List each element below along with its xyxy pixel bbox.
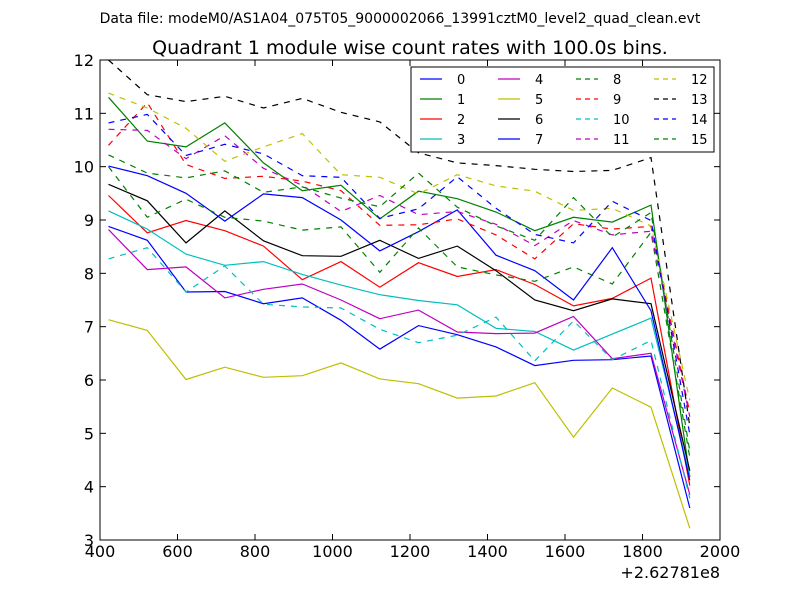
legend-label-9: 9 [613, 93, 621, 108]
series-line-2 [108, 195, 691, 486]
x-tick-label: 1200 [390, 542, 431, 561]
y-tick-label: 5 [84, 424, 94, 443]
y-tick-label: 11 [74, 104, 94, 123]
series-line-12 [108, 92, 691, 401]
series-line-10 [108, 247, 691, 499]
series-line-14 [108, 113, 691, 435]
x-tick-label: 800 [240, 542, 271, 561]
legend-label-11: 11 [613, 133, 630, 148]
series-line-13 [108, 60, 691, 427]
series-line-11 [108, 128, 691, 417]
series-line-0 [108, 225, 691, 509]
legend-label-6: 6 [535, 113, 543, 128]
legend-label-7: 7 [535, 133, 543, 148]
legend-label-0: 0 [457, 73, 465, 88]
series-line-1 [108, 96, 691, 478]
y-tick-label: 9 [84, 211, 94, 230]
x-tick-label: 400 [85, 542, 116, 561]
series-group [108, 60, 691, 529]
y-tick-label: 10 [74, 158, 94, 177]
x-tick-label: 1000 [312, 542, 353, 561]
legend-label-8: 8 [613, 73, 621, 88]
legend-label-13: 13 [691, 93, 708, 108]
legend-box [410, 66, 715, 153]
x-tick-label: 2000 [700, 542, 741, 561]
series-line-6 [108, 183, 691, 471]
y-tick-label: 7 [84, 318, 94, 337]
file-suptitle: Data file: modeM0/AS1A04_075T05_90000020… [100, 11, 701, 27]
legend-label-4: 4 [535, 73, 543, 88]
x-tick-label: 1400 [467, 542, 508, 561]
legend-label-12: 12 [691, 73, 708, 88]
series-line-15 [108, 154, 691, 452]
plot-area: 400 600 800 1000 1200 1400 1600 1800 2000 3 4 5 6 7 8 9… [74, 51, 741, 561]
series-line-9 [108, 101, 691, 414]
legend-label-15: 15 [691, 133, 708, 148]
legend-label-2: 2 [457, 113, 465, 128]
x-offset-label: +2.62781e8 [620, 563, 720, 582]
series-line-5 [108, 319, 691, 529]
x-tick-label: 1800 [622, 542, 663, 561]
y-tick-label: 3 [84, 531, 94, 550]
y-tick-label: 6 [84, 371, 94, 390]
series-line-7 [108, 165, 691, 481]
chart-title: Quadrant 1 module wise count rates with … [152, 37, 668, 59]
legend-label-14: 14 [691, 113, 708, 128]
legend-label-3: 3 [457, 133, 465, 148]
series-line-8 [108, 166, 691, 458]
series-line-4 [108, 229, 691, 495]
y-tick-label: 12 [74, 51, 94, 70]
y-tick-label: 8 [84, 264, 94, 283]
legend-label-5: 5 [535, 93, 543, 108]
y-tick-label: 4 [84, 478, 94, 497]
series-line-3 [108, 210, 691, 477]
legend-label-10: 10 [613, 113, 630, 128]
x-tick-label: 1600 [545, 542, 586, 561]
x-tick-label: 600 [162, 542, 193, 561]
legend-label-1: 1 [457, 93, 465, 108]
